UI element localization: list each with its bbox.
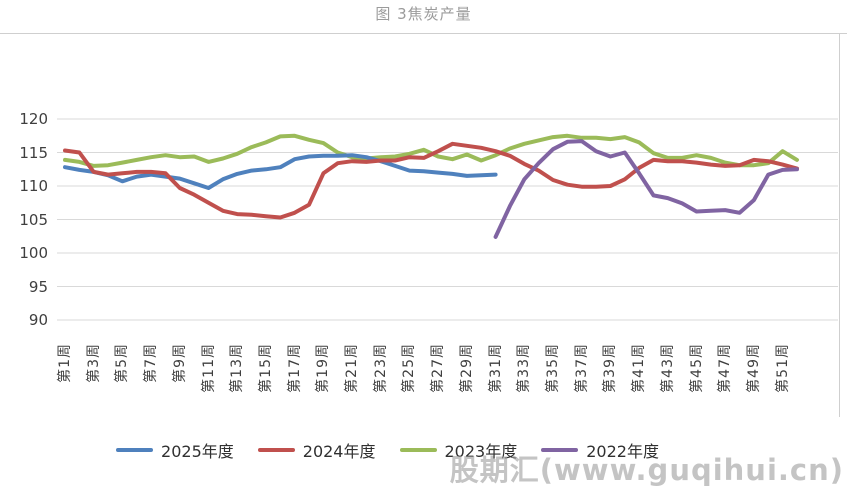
legend-swatch-2023 (399, 447, 437, 453)
y-tick-label-105: 105 (19, 210, 48, 229)
legend-item-2022: 2022年度 (541, 438, 659, 462)
x-tick-label-week-45: 第45周 (688, 343, 705, 393)
x-tick-label-week-3: 第3周 (85, 343, 102, 383)
x-tick-label-week-51: 第51周 (774, 343, 791, 393)
x-tick-label-week-33: 第33周 (516, 343, 533, 393)
legend-swatch-2024 (257, 447, 295, 453)
series-line-2022年度 (493, 139, 799, 239)
x-tick-label-week-5: 第5周 (114, 343, 131, 383)
legend-item-2025: 2025年度 (116, 438, 234, 462)
chart-title: 图 3焦炭产量 (375, 5, 472, 23)
legend-label-2024: 2024年度 (302, 442, 376, 461)
x-tick-label-week-47: 第47周 (717, 343, 734, 393)
x-tick-label-week-39: 第39周 (602, 343, 619, 393)
legend-swatch-2022 (541, 447, 579, 453)
series-line-2024年度 (63, 141, 799, 220)
x-tick-label-week-41: 第41周 (631, 343, 648, 393)
chart-legend: 2025年度 2024年度 2023年度 2022年度 (0, 438, 775, 462)
x-tick-label-week-49: 第49周 (745, 343, 762, 393)
legend-swatch-2025 (116, 447, 154, 453)
x-tick-label-week-37: 第37周 (573, 343, 590, 393)
x-tick-label-week-11: 第11周 (200, 343, 217, 393)
x-tick-label-week-23: 第23周 (372, 343, 389, 393)
y-tick-label-90: 90 (28, 311, 48, 329)
legend-label-2022: 2022年度 (586, 442, 659, 461)
watermark: 股期汇(www.guqihui.cn) (449, 453, 844, 487)
legend-item-2023: 2023年度 (399, 438, 518, 462)
y-tick-label-100: 100 (19, 244, 48, 262)
x-tick-label-week-31: 第31周 (487, 343, 504, 393)
x-tick-label-week-9: 第9周 (171, 343, 188, 383)
legend-item-2024: 2024年度 (257, 438, 376, 462)
y-tick-label-115: 115 (19, 143, 48, 162)
right-border-line (839, 33, 840, 417)
legend-label-2025: 2025年度 (161, 442, 234, 461)
y-tick-label-110: 110 (19, 177, 48, 195)
x-tick-label-week-1: 第1周 (57, 343, 73, 383)
x-tick-label-week-21: 第21周 (344, 343, 361, 393)
legend-label-2023: 2023年度 (444, 442, 518, 461)
x-tick-label-week-43: 第43周 (659, 343, 676, 393)
x-tick-label-week-25: 第25周 (401, 343, 418, 393)
x-tick-label-week-19: 第19周 (315, 343, 332, 393)
y-tick-label-120: 120 (19, 110, 48, 128)
x-tick-label-week-13: 第13周 (229, 343, 246, 393)
x-tick-label-week-15: 第15周 (257, 343, 274, 393)
series-line-2025年度 (63, 153, 498, 190)
x-tick-label-week-27: 第27周 (430, 343, 447, 393)
top-border-line (0, 33, 847, 34)
y-tick-label-95: 95 (28, 277, 48, 296)
x-tick-label-week-29: 第29周 (458, 343, 475, 393)
x-tick-label-week-35: 第35周 (545, 343, 561, 393)
x-tick-label-week-17: 第17周 (286, 343, 303, 393)
x-tick-label-week-7: 第7周 (143, 343, 160, 383)
